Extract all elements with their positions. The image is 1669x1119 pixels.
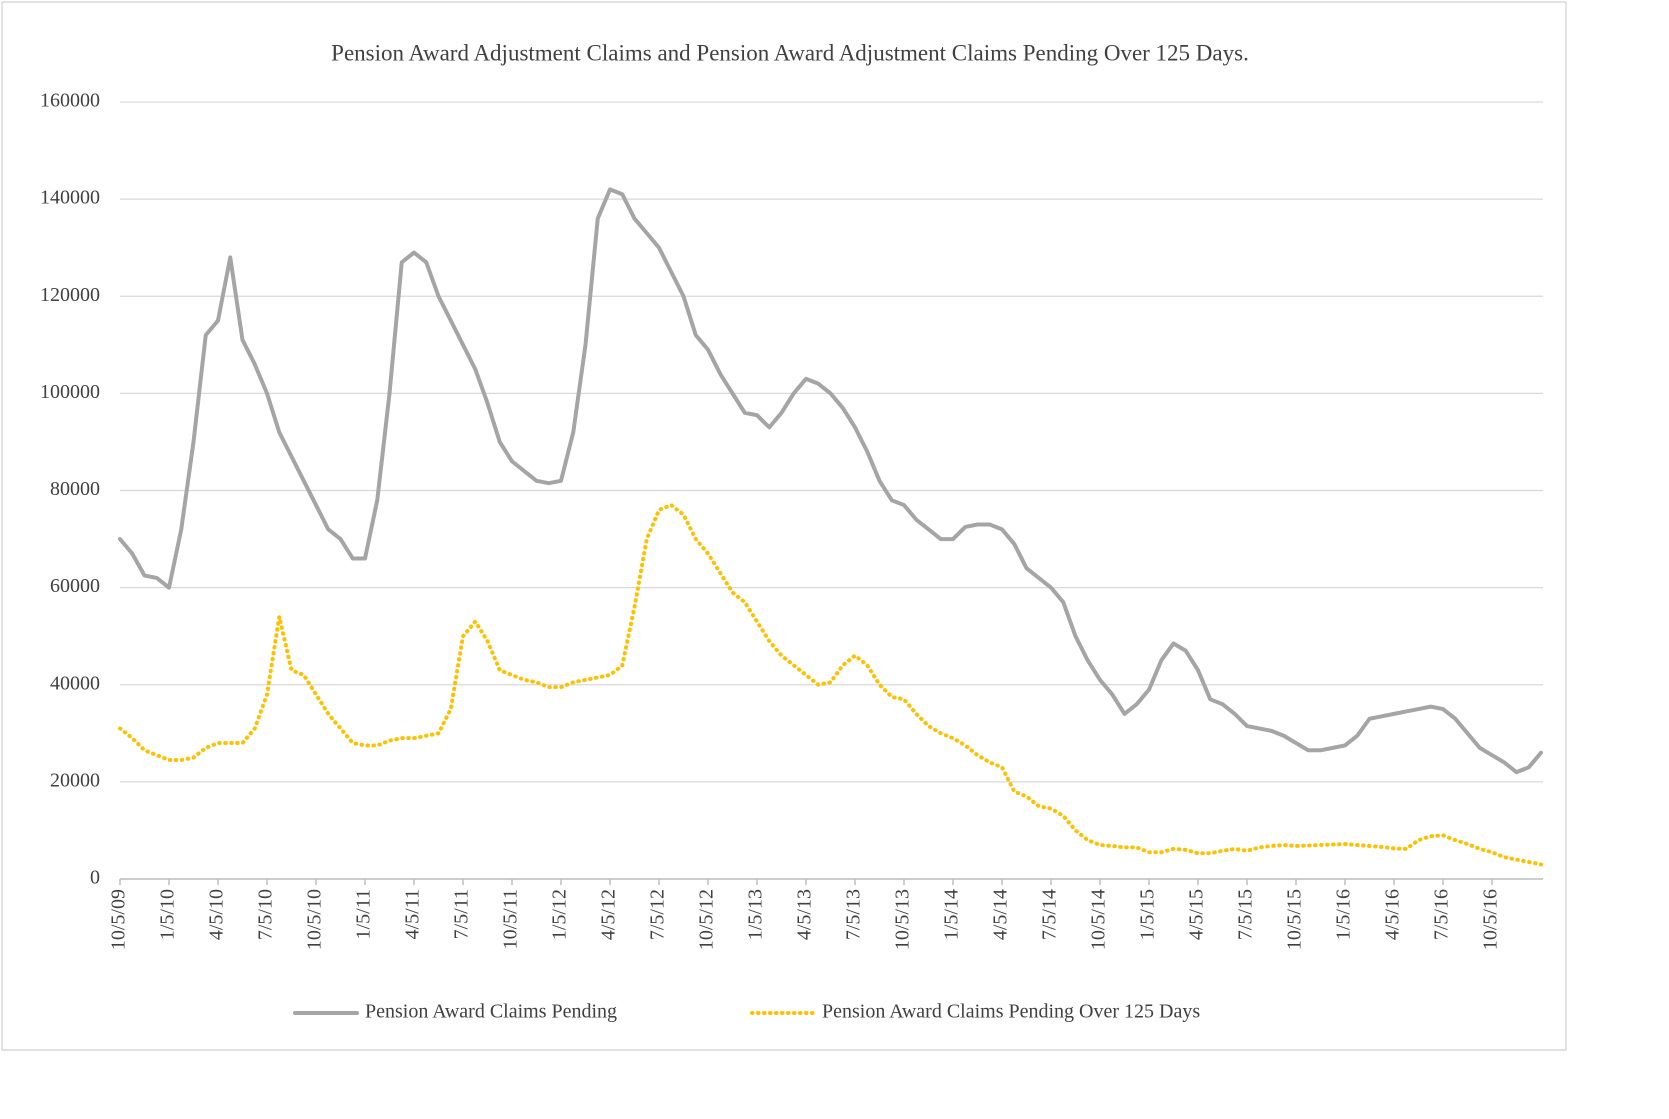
x-tick-label: 10/5/16 bbox=[1480, 889, 1502, 950]
x-tick-label: 7/5/16 bbox=[1431, 889, 1453, 940]
x-tick-label: 7/5/13 bbox=[843, 889, 865, 940]
x-tick-label: 10/5/09 bbox=[108, 889, 130, 950]
chart-title: Pension Award Adjustment Claims and Pens… bbox=[331, 40, 1249, 65]
x-tick-label: 1/5/16 bbox=[1333, 889, 1355, 940]
x-tick-label: 4/5/12 bbox=[598, 889, 620, 940]
x-tick-label: 7/5/10 bbox=[255, 889, 277, 940]
x-tick-label: 4/5/15 bbox=[1186, 889, 1208, 940]
x-tick-label: 7/5/15 bbox=[1235, 889, 1257, 940]
x-tick-label: 4/5/16 bbox=[1382, 889, 1404, 940]
x-tick-label: 1/5/11 bbox=[353, 889, 375, 939]
y-tick-label: 40000 bbox=[50, 672, 100, 694]
series-line bbox=[118, 503, 1543, 867]
y-tick-label: 0 bbox=[90, 867, 100, 889]
x-tick-label: 10/5/15 bbox=[1284, 889, 1306, 950]
x-tick-label: 4/5/14 bbox=[990, 889, 1012, 940]
x-tick-label: 1/5/10 bbox=[157, 889, 179, 940]
x-tick-label: 4/5/10 bbox=[206, 889, 228, 940]
y-tick-label: 20000 bbox=[50, 769, 100, 791]
y-tick-label: 140000 bbox=[40, 187, 100, 209]
x-tick-label: 10/5/11 bbox=[500, 889, 522, 949]
x-tick-label: 10/5/14 bbox=[1088, 889, 1110, 950]
series-line bbox=[118, 187, 1543, 775]
x-tick-label: 1/5/12 bbox=[549, 889, 571, 940]
legend-label: Pension Award Claims Pending Over 125 Da… bbox=[822, 1001, 1200, 1023]
y-tick-label: 80000 bbox=[50, 478, 100, 500]
x-tick-label: 4/5/13 bbox=[794, 889, 816, 940]
x-tick-label: 10/5/10 bbox=[304, 889, 326, 950]
legend-label: Pension Award Claims Pending bbox=[365, 1001, 617, 1023]
x-tick-label: 10/5/13 bbox=[892, 889, 914, 950]
x-tick-label: 7/5/14 bbox=[1039, 889, 1061, 940]
y-tick-label: 120000 bbox=[40, 284, 100, 306]
x-tick-label: 10/5/12 bbox=[696, 889, 718, 950]
x-tick-label: 4/5/11 bbox=[402, 889, 424, 939]
y-tick-label: 100000 bbox=[40, 381, 100, 403]
chart-border bbox=[1, 1, 1567, 1051]
x-tick-label: 1/5/15 bbox=[1137, 889, 1159, 940]
x-tick-label: 7/5/12 bbox=[647, 889, 669, 940]
x-tick-label: 7/5/11 bbox=[451, 889, 473, 939]
y-tick-label: 160000 bbox=[40, 90, 100, 112]
y-tick-label: 60000 bbox=[50, 575, 100, 597]
x-tick-label: 1/5/14 bbox=[941, 889, 963, 940]
x-tick-label: 1/5/13 bbox=[745, 889, 767, 940]
